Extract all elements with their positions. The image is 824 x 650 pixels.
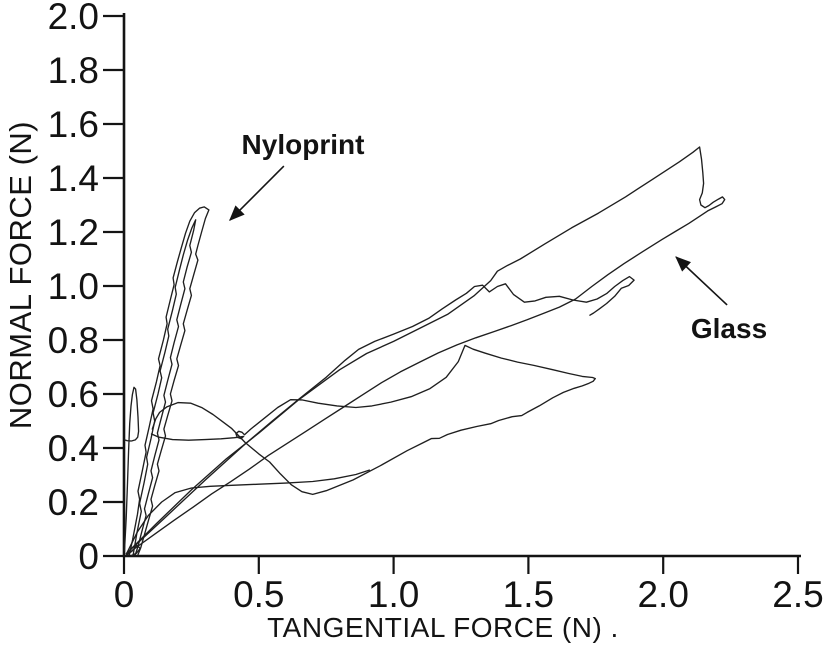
glass-annotation-label: Glass — [690, 313, 768, 344]
x-tick-label: 2.5 — [772, 574, 823, 615]
trace-glass-big-loop — [125, 146, 726, 556]
trace-nyloprint-spike — [123, 386, 140, 552]
trace-glass-flat-low — [126, 469, 370, 554]
y-tick-label: 1.8 — [48, 50, 99, 91]
trace-nyloprint-pass-1 — [128, 206, 210, 556]
nyloprint-arrow — [229, 165, 285, 222]
y-tick-label: 2.0 — [48, 0, 99, 37]
y-tick-label: 0 — [78, 536, 99, 577]
x-tick-label: 1.5 — [503, 574, 554, 615]
glass-arrow — [675, 256, 728, 306]
y-tick-label: 1.0 — [48, 266, 99, 307]
y-tick-label: 1.6 — [48, 104, 99, 145]
y-tick-label: 1.4 — [48, 158, 99, 199]
trace-glass-low-loop — [150, 344, 596, 496]
y-axis-title: NORMAL FORCE (N) — [3, 120, 38, 430]
trace-nyloprint-pass-2 — [132, 219, 197, 556]
y-tick-label: 0.6 — [48, 374, 99, 415]
y-tick-label: 0.8 — [48, 320, 99, 361]
x-tick-label: 1.0 — [368, 574, 419, 615]
y-tick-label: 0.4 — [48, 428, 99, 469]
y-tick-label: 0.2 — [48, 482, 99, 523]
trace-glass-wiggly — [126, 275, 635, 554]
axis-lines — [122, 13, 801, 558]
x-axis-title: TANGENTIAL FORCE (N) . — [267, 612, 619, 643]
nyloprint-annotation-label: Nyloprint — [241, 129, 365, 160]
y-tick-label: 1.2 — [48, 212, 99, 253]
x-tick-label: 2.0 — [637, 574, 688, 615]
x-tick-label: 0 — [114, 574, 135, 615]
x-tick-label: 0.5 — [233, 574, 284, 615]
